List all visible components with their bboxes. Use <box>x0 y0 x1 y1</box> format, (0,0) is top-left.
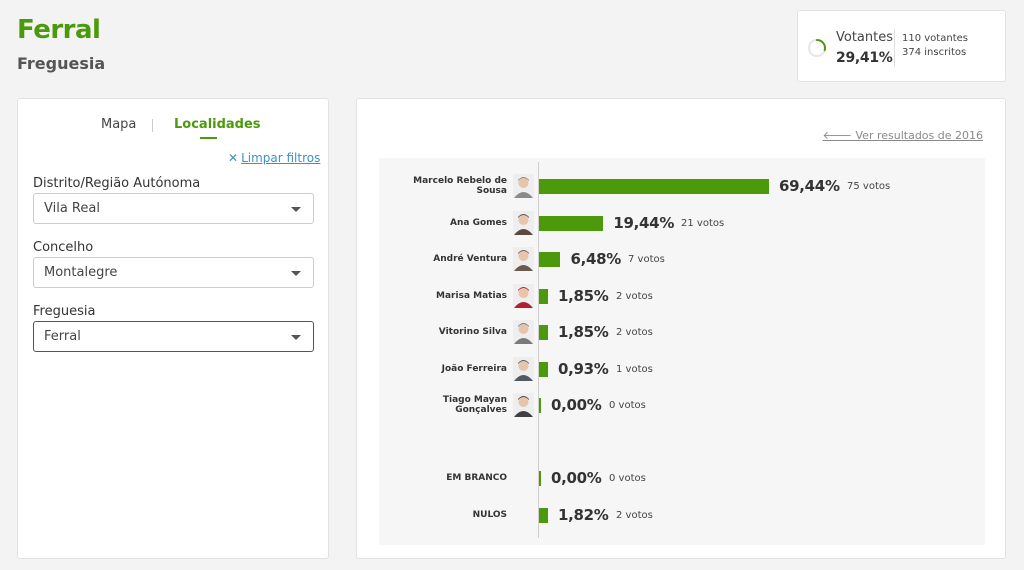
active-tab-indicator <box>200 137 217 139</box>
previous-results-link[interactable]: 🡐 Ver resultados de 2016 <box>823 128 984 142</box>
result-bar <box>539 398 541 413</box>
candidate-name-line: João Ferreira <box>441 364 507 374</box>
turnout-card: Votantes 29,41% 110 votantes 374 inscrit… <box>797 10 1006 82</box>
candidate-name: João Ferreira <box>387 364 507 374</box>
results-chart: Marcelo Rebelo de Sousa 69,44% 75 votos Ana … <box>379 158 985 545</box>
candidate-name-line: André Ventura <box>433 254 507 264</box>
result-votes: 0 votos <box>609 473 646 484</box>
turnout-percent: 29,41% <box>836 50 893 66</box>
results-panel: 🡐 Ver resultados de 2016 Marcelo Rebelo … <box>356 98 1006 559</box>
candidate-name-line: Marisa Matias <box>436 291 507 301</box>
result-bar <box>539 289 548 304</box>
result-votes: 75 votos <box>847 181 891 192</box>
result-votes: 2 votos <box>616 510 653 521</box>
candidate-name-line: Tiago Mayan <box>442 395 507 405</box>
chart-axis-line <box>538 162 539 538</box>
chevron-down-icon <box>291 271 301 276</box>
candidate-avatar <box>513 247 534 271</box>
result-percent: 19,44% <box>613 214 675 232</box>
result-row: Ana Gomes 19,44% 21 votos <box>379 208 985 238</box>
district-select[interactable]: Vila Real <box>33 193 314 224</box>
candidate-avatar <box>513 357 534 381</box>
candidate-avatar <box>513 393 534 417</box>
council-value: Montalegre <box>44 265 118 280</box>
result-votes: 2 votos <box>616 291 653 302</box>
result-percent: 0,00% <box>551 396 602 414</box>
page-subtitle: Freguesia <box>17 54 106 73</box>
result-percent: 1,85% <box>558 287 609 305</box>
result-votes: 0 votos <box>609 400 646 411</box>
candidate-name-line: EM BRANCO <box>446 473 507 483</box>
turnout-ring-icon <box>808 39 826 57</box>
voters-count: 110 votantes <box>902 33 968 44</box>
candidate-name-line: Ana Gomes <box>450 218 507 228</box>
result-row: Marcelo Rebelo de Sousa 69,44% 75 votos <box>379 171 985 201</box>
candidate-name-line: Vitorino Silva <box>438 327 507 337</box>
clear-filters-label: Limpar filtros <box>241 151 321 165</box>
result-bar <box>539 179 769 194</box>
turnout-divider <box>894 29 895 67</box>
candidate-avatar <box>513 284 534 308</box>
result-percent: 69,44% <box>779 177 840 195</box>
page-title: Ferral <box>17 15 101 45</box>
view-tabs: Mapa Localidades <box>18 117 328 139</box>
council-label: Concelho <box>33 240 94 255</box>
candidate-name: EM BRANCO <box>387 473 507 483</box>
previous-results-label: Ver resultados de 2016 <box>855 129 984 142</box>
tab-separator <box>152 119 153 132</box>
candidate-name: Marcelo Rebelo de Sousa <box>387 176 507 196</box>
registered-count: 374 inscritos <box>902 47 967 58</box>
parish-value: Ferral <box>44 329 81 344</box>
result-bar <box>539 216 604 231</box>
clear-filters-link[interactable]: ✕ Limpar filtros <box>228 151 320 165</box>
result-bar <box>539 325 548 340</box>
result-votes: 1 votos <box>616 364 653 375</box>
result-percent: 0,93% <box>558 360 609 378</box>
result-row: Vitorino Silva 1,85% 2 votos <box>379 317 985 347</box>
result-row: NULOS 1,82% 2 votos <box>379 500 985 530</box>
candidate-avatar <box>513 320 534 344</box>
tab-localities[interactable]: Localidades <box>174 117 261 132</box>
candidate-name-line: Marcelo Rebelo de <box>413 176 507 186</box>
candidate-name-line: Gonçalves <box>455 405 507 415</box>
close-icon: ✕ <box>228 151 239 165</box>
result-bar <box>539 362 548 377</box>
result-votes: 21 votos <box>681 218 725 229</box>
candidate-name: NULOS <box>387 510 507 520</box>
tab-map[interactable]: Mapa <box>101 117 137 132</box>
filter-panel: Mapa Localidades ✕ Limpar filtros Distrit… <box>17 98 329 559</box>
candidate-name: Tiago Mayan Gonçalves <box>387 395 507 415</box>
chevron-down-icon <box>291 335 301 340</box>
chevron-down-icon <box>291 207 301 212</box>
arrow-left-icon: 🡐 <box>822 129 856 142</box>
result-percent: 1,82% <box>558 506 609 524</box>
result-row: André Ventura 6,48% 7 votos <box>379 244 985 274</box>
candidate-name: André Ventura <box>387 254 507 264</box>
result-row: João Ferreira 0,93% 1 votos <box>379 354 985 384</box>
result-percent: 1,85% <box>558 323 609 341</box>
district-value: Vila Real <box>44 201 100 216</box>
council-select[interactable]: Montalegre <box>33 257 314 288</box>
parish-label: Freguesia <box>33 304 96 319</box>
result-votes: 2 votos <box>616 327 653 338</box>
result-row: Marisa Matias 1,85% 2 votos <box>379 281 985 311</box>
candidate-avatar <box>513 211 534 235</box>
candidate-name-line: Sousa <box>476 186 507 196</box>
result-votes: 7 votos <box>628 254 665 265</box>
result-percent: 0,00% <box>551 469 602 487</box>
candidate-name: Ana Gomes <box>387 218 507 228</box>
result-row: Tiago Mayan Gonçalves 0,00% 0 votos <box>379 390 985 420</box>
result-row: EM BRANCO 0,00% 0 votos <box>379 463 985 493</box>
candidate-name-line: NULOS <box>472 510 507 520</box>
district-label: Distrito/Região Autónoma <box>33 176 201 191</box>
candidate-name: Vitorino Silva <box>387 327 507 337</box>
parish-select[interactable]: Ferral <box>33 321 314 352</box>
result-percent: 6,48% <box>570 250 621 268</box>
result-bar <box>539 508 548 523</box>
turnout-label: Votantes <box>836 30 894 45</box>
candidate-avatar <box>513 174 534 198</box>
result-bar <box>539 471 541 486</box>
result-bar <box>539 252 561 267</box>
candidate-name: Marisa Matias <box>387 291 507 301</box>
